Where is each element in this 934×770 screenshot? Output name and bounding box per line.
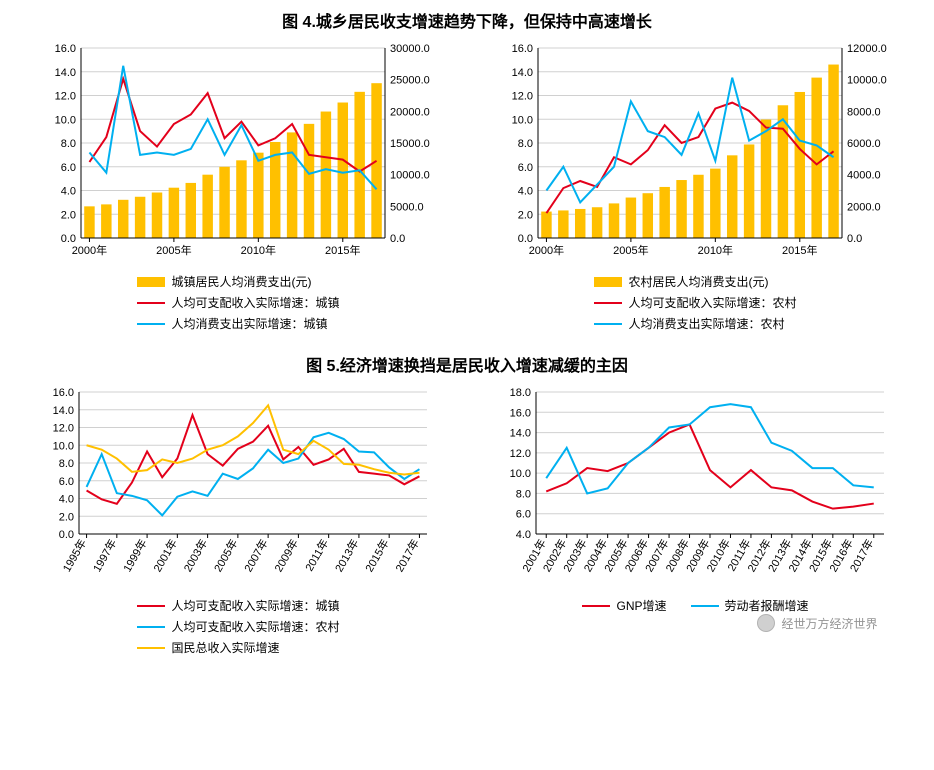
- svg-text:30000.0: 30000.0: [390, 43, 430, 55]
- svg-text:6.0: 6.0: [60, 162, 75, 174]
- swatch-line: [137, 626, 165, 628]
- svg-text:2015年: 2015年: [325, 243, 360, 257]
- swatch-line: [594, 323, 622, 325]
- svg-text:14.0: 14.0: [52, 405, 73, 417]
- svg-text:2.0: 2.0: [517, 209, 532, 221]
- svg-text:2.0: 2.0: [60, 209, 75, 221]
- chart5L-legend: 人均可支配收入实际增速：城镇 人均可支配收入实际增速：农村 国民总收入实际增速: [137, 595, 339, 658]
- svg-text:10.0: 10.0: [54, 114, 75, 126]
- chart4R-legend: 农村居民人均消费支出(元) 人均可支配收入实际增速：农村 人均消费支出实际增速：…: [594, 271, 796, 334]
- svg-text:8.0: 8.0: [60, 138, 75, 150]
- svg-text:12.0: 12.0: [54, 91, 75, 103]
- chart5L: 0.02.04.06.08.010.012.014.016.01995年1997…: [39, 384, 439, 584]
- svg-text:20000.0: 20000.0: [390, 106, 430, 118]
- svg-text:16.0: 16.0: [511, 43, 532, 55]
- svg-text:12.0: 12.0: [52, 423, 73, 435]
- svg-text:2010年: 2010年: [240, 243, 275, 257]
- legend-label: 人均消费支出实际增速：城镇: [171, 315, 327, 332]
- svg-text:15000.0: 15000.0: [390, 138, 430, 150]
- svg-text:16.0: 16.0: [509, 407, 530, 419]
- chart5R-legend: GNP增速 劳动者报酬增速: [496, 595, 896, 616]
- chart5R: 4.06.08.010.012.014.016.018.02001年2002年2…: [496, 384, 896, 584]
- legend-label: 人均可支配收入实际增速：农村: [628, 294, 796, 311]
- svg-text:10000.0: 10000.0: [847, 75, 887, 87]
- chart4L: 0.0 2.0 4.0 6.0 8.0 10.0 12.0 14.0 16.0 0.0 5000.0…: [39, 40, 439, 260]
- svg-text:10000.0: 10000.0: [390, 170, 430, 182]
- svg-text:18.0: 18.0: [509, 387, 530, 399]
- svg-text:2.0: 2.0: [58, 511, 73, 523]
- svg-text:6.0: 6.0: [517, 162, 532, 174]
- swatch-bar: [137, 277, 165, 287]
- chart4L-wrap: 0.0 2.0 4.0 6.0 8.0 10.0 12.0 14.0 16.0 0.0 5000.0…: [39, 40, 439, 334]
- legend-label: 人均消费支出实际增速：农村: [628, 315, 784, 332]
- svg-text:12000.0: 12000.0: [847, 43, 887, 55]
- svg-text:0.0: 0.0: [58, 529, 73, 541]
- svg-text:4000.0: 4000.0: [847, 170, 881, 182]
- legend-label: 劳动者报酬增速: [725, 597, 809, 614]
- svg-text:16.0: 16.0: [52, 387, 73, 399]
- watermark-text: 经世万方经济世界: [781, 615, 877, 632]
- chart4R: 0.0 2.0 4.0 6.0 8.0 10.0 12.0 14.0 16.0 0.0 2000.0…: [496, 40, 896, 260]
- svg-text:16.0: 16.0: [54, 43, 75, 55]
- legend-label: GNP增速: [616, 597, 666, 614]
- fig4-title: 图 4.城乡居民收支增速趋势下降，但保持中高速增长: [0, 0, 934, 40]
- svg-text:12.0: 12.0: [511, 91, 532, 103]
- legend-label: 国民总收入实际增速: [171, 639, 279, 656]
- svg-text:8.0: 8.0: [517, 138, 532, 150]
- swatch-line: [582, 605, 610, 607]
- svg-text:10.0: 10.0: [511, 114, 532, 126]
- svg-text:4.0: 4.0: [60, 186, 75, 198]
- swatch-line: [594, 302, 622, 304]
- chart5L-wrap: 0.02.04.06.08.010.012.014.016.01995年1997…: [39, 384, 439, 658]
- legend-label: 人均可支配收入实际增速：城镇: [171, 597, 339, 614]
- svg-text:14.0: 14.0: [54, 67, 75, 79]
- svg-text:10.0: 10.0: [52, 440, 73, 452]
- swatch-line: [137, 323, 165, 325]
- svg-text:8.0: 8.0: [58, 458, 73, 470]
- svg-text:2000年: 2000年: [528, 243, 563, 257]
- svg-text:2000.0: 2000.0: [847, 201, 881, 213]
- swatch-line: [137, 647, 165, 649]
- swatch-line: [691, 605, 719, 607]
- svg-text:0.0: 0.0: [847, 233, 862, 245]
- swatch-bar: [594, 277, 622, 287]
- svg-text:2015年: 2015年: [782, 243, 817, 257]
- legend-label: 人均可支配收入实际增速：城镇: [171, 294, 339, 311]
- svg-text:5000.0: 5000.0: [390, 201, 424, 213]
- fig4-row: 0.0 2.0 4.0 6.0 8.0 10.0 12.0 14.0 16.0 0.0 5000.0…: [0, 40, 934, 344]
- svg-text:8000.0: 8000.0: [847, 106, 881, 118]
- wechat-icon: [757, 614, 775, 632]
- legend-label: 人均可支配收入实际增速：农村: [171, 618, 339, 635]
- svg-text:2000年: 2000年: [71, 243, 106, 257]
- fig5-row: 0.02.04.06.08.010.012.014.016.01995年1997…: [0, 384, 934, 668]
- svg-text:0.0: 0.0: [60, 233, 75, 245]
- legend-label: 农村居民人均消费支出(元): [628, 273, 768, 290]
- chart5R-wrap: 4.06.08.010.012.014.016.018.02001年2002年2…: [496, 384, 896, 658]
- svg-text:14.0: 14.0: [509, 428, 530, 440]
- svg-text:0.0: 0.0: [517, 233, 532, 245]
- svg-text:2005年: 2005年: [613, 243, 648, 257]
- svg-text:8.0: 8.0: [515, 488, 530, 500]
- svg-text:25000.0: 25000.0: [390, 75, 430, 87]
- svg-text:2005年: 2005年: [156, 243, 191, 257]
- svg-text:4.0: 4.0: [515, 529, 530, 541]
- legend-label: 城镇居民人均消费支出(元): [171, 273, 311, 290]
- svg-text:12.0: 12.0: [509, 448, 530, 460]
- watermark: 经世万方经济世界: [757, 614, 877, 632]
- swatch-line: [137, 302, 165, 304]
- svg-text:6.0: 6.0: [515, 509, 530, 521]
- svg-text:2010年: 2010年: [697, 243, 732, 257]
- svg-text:4.0: 4.0: [58, 494, 73, 506]
- svg-text:10.0: 10.0: [509, 468, 530, 480]
- chart4R-wrap: 0.0 2.0 4.0 6.0 8.0 10.0 12.0 14.0 16.0 0.0 2000.0…: [496, 40, 896, 334]
- svg-text:6000.0: 6000.0: [847, 138, 881, 150]
- fig5-title: 图 5.经济增速换挡是居民收入增速减缓的主因: [0, 344, 934, 384]
- svg-text:4.0: 4.0: [517, 186, 532, 198]
- svg-text:6.0: 6.0: [58, 476, 73, 488]
- chart4L-legend: 城镇居民人均消费支出(元) 人均可支配收入实际增速：城镇 人均消费支出实际增速：…: [137, 271, 339, 334]
- svg-text:14.0: 14.0: [511, 67, 532, 79]
- svg-text:0.0: 0.0: [390, 233, 405, 245]
- swatch-line: [137, 605, 165, 607]
